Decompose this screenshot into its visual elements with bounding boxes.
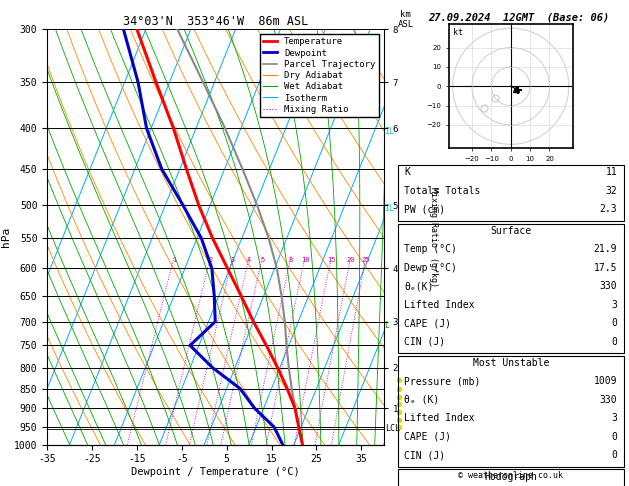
- Text: Dewp (°C): Dewp (°C): [404, 263, 457, 273]
- Text: 2: 2: [208, 257, 213, 263]
- Text: 15: 15: [327, 257, 336, 263]
- Text: 21.9: 21.9: [594, 244, 617, 254]
- Text: 5: 5: [260, 257, 264, 263]
- Legend: Temperature, Dewpoint, Parcel Trajectory, Dry Adiabat, Wet Adiabat, Isotherm, Mi: Temperature, Dewpoint, Parcel Trajectory…: [260, 34, 379, 118]
- Text: CIN (J): CIN (J): [404, 451, 445, 460]
- Text: CAPE (J): CAPE (J): [404, 432, 452, 442]
- Text: 3: 3: [231, 257, 235, 263]
- Text: Surface: Surface: [490, 226, 532, 236]
- Text: 3: 3: [611, 414, 617, 423]
- Text: kt: kt: [453, 28, 463, 37]
- Text: 8: 8: [289, 257, 293, 263]
- Text: 10: 10: [301, 257, 309, 263]
- Text: 330: 330: [599, 281, 617, 291]
- Text: LCL: LCL: [385, 424, 400, 434]
- Text: CAPE (J): CAPE (J): [404, 318, 452, 328]
- Text: 25: 25: [362, 257, 370, 263]
- Text: Most Unstable: Most Unstable: [472, 358, 549, 368]
- Text: θₑ(K): θₑ(K): [404, 281, 434, 291]
- Text: 0: 0: [611, 337, 617, 347]
- Text: 32: 32: [606, 186, 617, 196]
- Text: PW (cm): PW (cm): [404, 205, 445, 214]
- Text: Temp (°C): Temp (°C): [404, 244, 457, 254]
- Text: K: K: [404, 168, 410, 177]
- Text: km
ASL: km ASL: [398, 10, 414, 29]
- Text: 3: 3: [611, 300, 617, 310]
- Text: 0: 0: [611, 318, 617, 328]
- Text: 17.5: 17.5: [594, 263, 617, 273]
- Text: IL: IL: [384, 127, 394, 137]
- X-axis label: Dewpoint / Temperature (°C): Dewpoint / Temperature (°C): [131, 467, 300, 477]
- Text: © weatheronline.co.uk: © weatheronline.co.uk: [459, 471, 563, 480]
- Text: L: L: [384, 321, 389, 330]
- Text: Lifted Index: Lifted Index: [404, 300, 475, 310]
- Text: Hodograph: Hodograph: [484, 472, 537, 482]
- Text: 20: 20: [347, 257, 355, 263]
- Text: CIN (J): CIN (J): [404, 337, 445, 347]
- Text: Pressure (mb): Pressure (mb): [404, 377, 481, 386]
- Text: θₑ (K): θₑ (K): [404, 395, 440, 405]
- Text: 11: 11: [606, 168, 617, 177]
- Text: 4: 4: [247, 257, 252, 263]
- Text: 0: 0: [611, 451, 617, 460]
- Text: Lifted Index: Lifted Index: [404, 414, 475, 423]
- Y-axis label: hPa: hPa: [1, 227, 11, 247]
- Y-axis label: Mixing Ratio  (g/kg): Mixing Ratio (g/kg): [428, 187, 438, 287]
- Text: 1009: 1009: [594, 377, 617, 386]
- Text: 27.09.2024  12GMT  (Base: 06): 27.09.2024 12GMT (Base: 06): [428, 12, 610, 22]
- Text: 330: 330: [599, 395, 617, 405]
- Text: 1: 1: [172, 257, 176, 263]
- Title: 34°03'N  353°46'W  86m ASL: 34°03'N 353°46'W 86m ASL: [123, 15, 308, 28]
- Text: Totals Totals: Totals Totals: [404, 186, 481, 196]
- Text: IL: IL: [384, 205, 394, 213]
- Text: 2.3: 2.3: [599, 205, 617, 214]
- Text: 0: 0: [611, 432, 617, 442]
